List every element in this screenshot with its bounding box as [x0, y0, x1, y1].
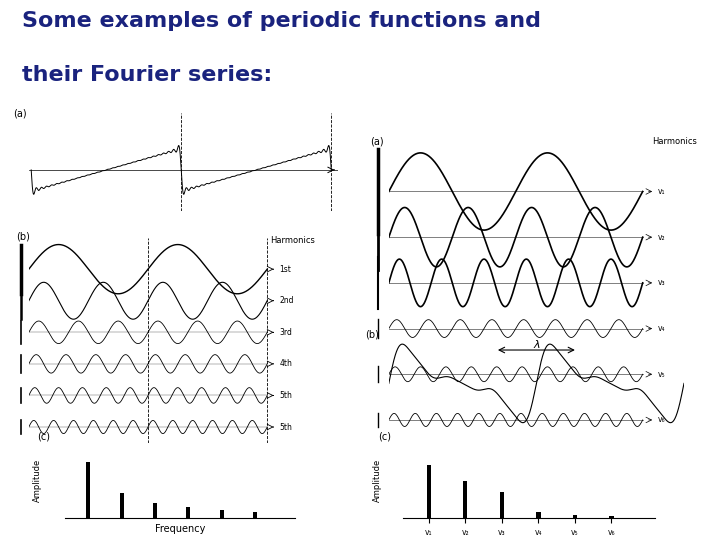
- Text: Harmonics: Harmonics: [652, 137, 697, 146]
- Text: their Fourier series:: their Fourier series:: [22, 65, 272, 85]
- Bar: [186, 507, 190, 518]
- Text: (c): (c): [37, 431, 50, 442]
- Text: Harmonics: Harmonics: [270, 235, 315, 245]
- Text: 4th: 4th: [279, 360, 292, 368]
- X-axis label: Frequency: Frequency: [155, 524, 205, 534]
- Bar: [463, 481, 467, 518]
- Bar: [120, 493, 124, 518]
- Text: (a): (a): [370, 137, 384, 147]
- Bar: [572, 515, 577, 518]
- Text: (b): (b): [365, 330, 379, 340]
- Text: (b): (b): [17, 232, 30, 241]
- Text: Some examples of periodic functions and: Some examples of periodic functions and: [22, 11, 541, 31]
- Text: 2nd: 2nd: [279, 296, 294, 305]
- Bar: [86, 462, 90, 518]
- Text: v₃: v₃: [658, 279, 666, 287]
- Bar: [609, 516, 613, 518]
- Text: Amplitude: Amplitude: [32, 459, 42, 502]
- Text: λ: λ: [533, 340, 540, 350]
- Bar: [536, 512, 541, 518]
- Text: v₆: v₆: [658, 415, 666, 424]
- Text: Amplitude: Amplitude: [373, 459, 382, 502]
- Bar: [253, 512, 257, 518]
- Bar: [500, 492, 504, 518]
- Text: (c): (c): [378, 431, 391, 442]
- Text: v₂: v₂: [658, 233, 666, 242]
- Text: (a): (a): [14, 109, 27, 119]
- Text: 3rd: 3rd: [279, 328, 292, 337]
- Text: 5th: 5th: [279, 391, 292, 400]
- Bar: [426, 465, 431, 518]
- Bar: [153, 503, 157, 518]
- Text: 5th: 5th: [279, 422, 292, 431]
- Text: v₅: v₅: [658, 370, 666, 379]
- Bar: [220, 510, 224, 518]
- Text: v₁: v₁: [658, 187, 666, 196]
- Text: 1st: 1st: [279, 265, 292, 274]
- Text: v₄: v₄: [658, 324, 666, 333]
